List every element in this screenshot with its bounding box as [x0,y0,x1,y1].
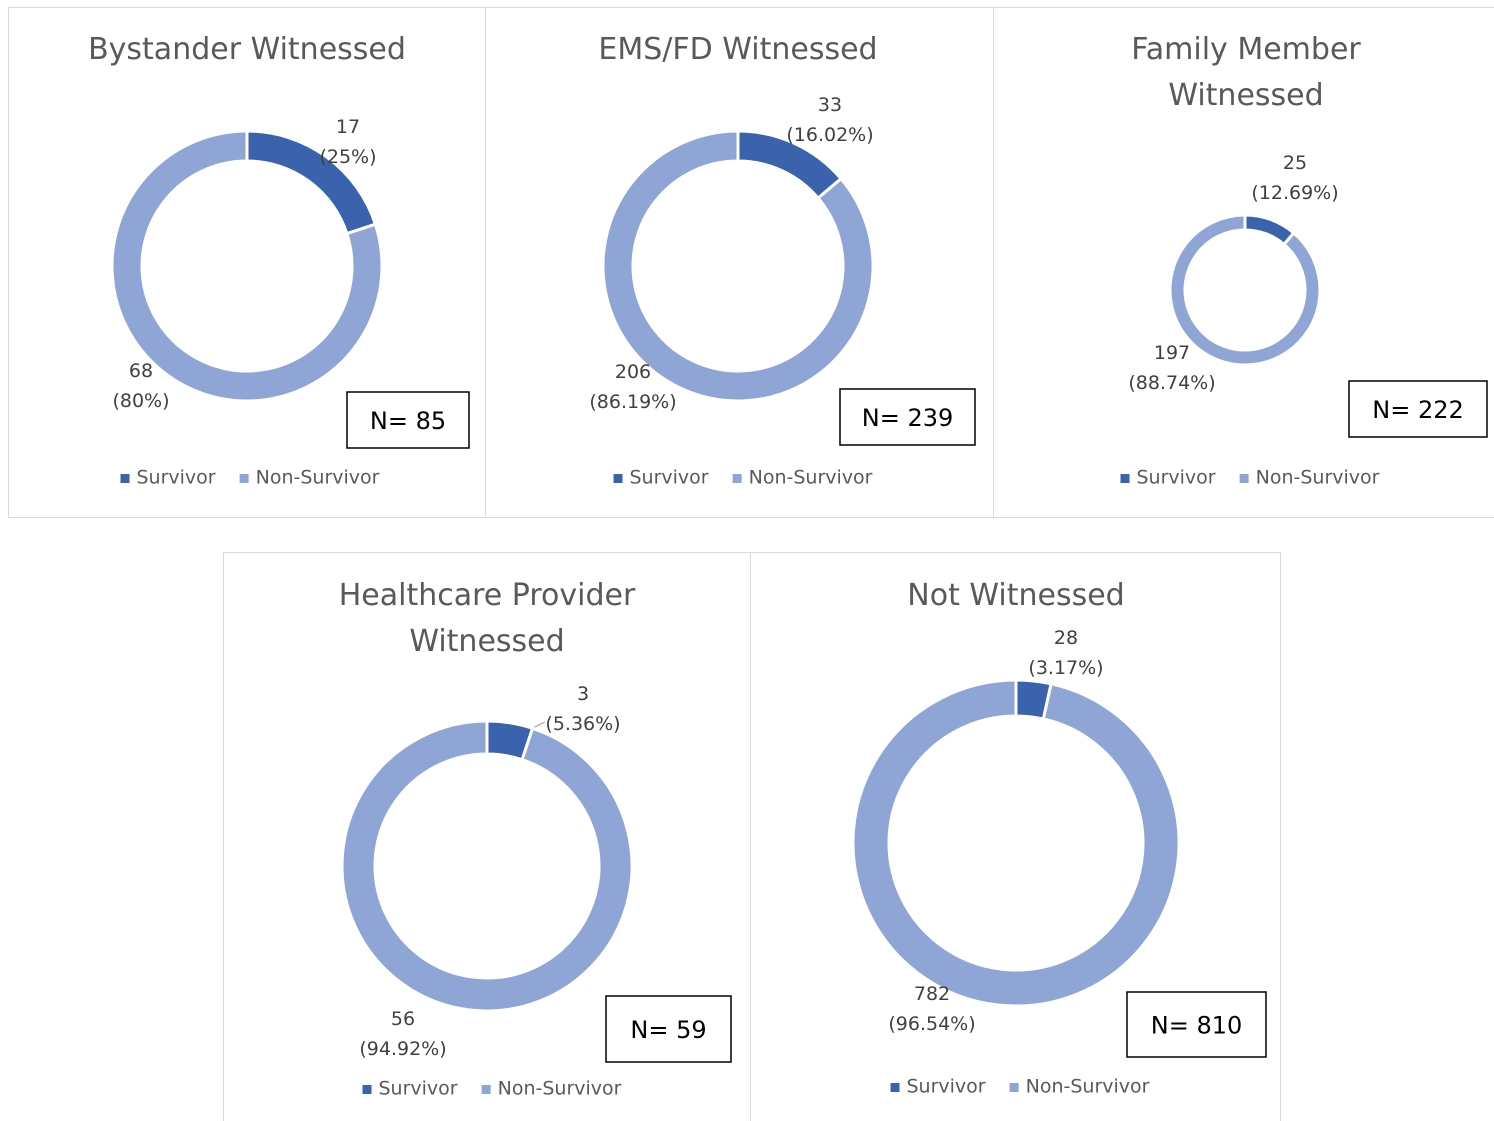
annotation: N= 59 [630,1016,706,1044]
legend-label: Survivor [1137,467,1216,489]
legend-marker [1009,1083,1019,1092]
donut-slice [1168,213,1322,367]
legend-label: Non-Survivor [1026,1076,1150,1098]
legend-label: Non-Survivor [498,1078,622,1100]
chart-title: Bystander Witnessed [88,32,406,67]
donut-slice [601,129,875,403]
donut-slice [110,129,384,403]
donut-slice [340,719,634,1013]
annotation-box [1126,991,1267,1058]
annotation-box [605,995,732,1063]
data-label: 17 (25%) [319,116,376,168]
annotation-box [1348,380,1488,438]
annotation: N= 810 [1151,1012,1243,1040]
legend-marker [1239,474,1249,483]
legend-label: Non-Survivor [256,467,380,489]
chart-title: Family Member Witnessed [1131,32,1361,113]
data-label: 197 (88.74%) [1128,342,1215,394]
data-label: 3 (5.36%) [545,683,620,735]
legend-label: Survivor [137,467,216,489]
legend-marker [613,474,623,483]
legend-marker [239,474,249,483]
data-label: 33 (16.02%) [786,94,873,146]
panel [750,552,1281,1121]
legend-label: Survivor [379,1078,458,1100]
legend-label: Non-Survivor [749,467,873,489]
data-label: 782 (96.54%) [888,983,975,1035]
annotation: N= 239 [862,404,954,432]
data-label: 25 (12.69%) [1251,152,1338,204]
donut-slice [851,678,1181,1008]
data-label: 56 (94.92%) [359,1008,446,1060]
chart-title: EMS/FD Witnessed [598,32,877,67]
chart-title: Not Witnessed [907,578,1124,613]
annotation-box [346,391,470,449]
data-label: 206 (86.19%) [589,361,676,413]
legend-marker [362,1085,372,1094]
annotation: N= 85 [370,407,446,435]
legend-marker [890,1083,900,1092]
data-label: 68 (80%) [112,360,169,412]
legend-marker [1120,474,1130,483]
legend-label: Non-Survivor [1256,467,1380,489]
annotation-box [839,388,976,446]
chart-title: Healthcare Provider Witnessed [339,578,636,659]
legend-marker [481,1085,491,1094]
panel [993,7,1494,518]
legend-label: Survivor [907,1076,986,1098]
legend-marker [120,474,130,483]
annotation: N= 222 [1372,396,1464,424]
data-label: 28 (3.17%) [1028,627,1103,679]
legend-label: Survivor [630,467,709,489]
legend-marker [732,474,742,483]
